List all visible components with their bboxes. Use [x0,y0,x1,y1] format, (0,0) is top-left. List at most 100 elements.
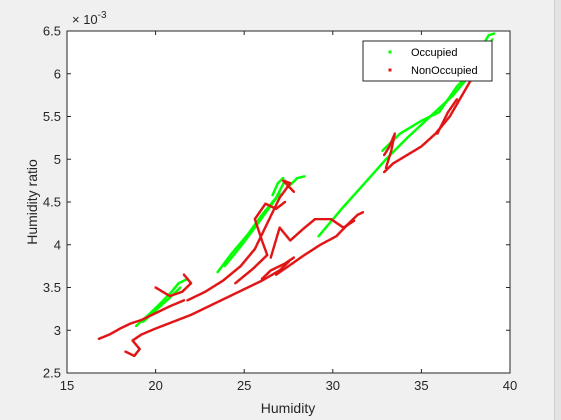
data-point [187,298,190,301]
data-point [180,317,183,320]
data-point [390,145,394,149]
data-point [389,141,393,145]
data-point [287,181,291,184]
data-point [168,305,171,308]
data-point [259,234,262,237]
data-point [329,238,332,241]
data-point [274,204,277,207]
data-point [179,281,182,284]
data-point [316,218,319,221]
data-point [391,144,394,147]
data-point [298,176,301,179]
data-point [201,291,205,294]
data-point [257,240,260,244]
data-point [167,322,170,325]
data-point [140,333,143,336]
data-point [300,175,304,179]
data-point [387,159,390,162]
data-point [158,326,161,329]
data-point [247,285,250,289]
data-point [267,219,270,223]
data-point [273,272,276,275]
data-point [159,325,162,328]
data-point [218,299,221,303]
data-point [267,275,270,278]
data-point [153,327,156,331]
data-point [282,176,285,180]
data-point [243,288,246,291]
data-point [179,286,182,289]
data-point [276,201,279,204]
data-point [212,303,215,306]
data-point [205,306,208,309]
data-point [426,116,430,119]
data-point [241,288,245,291]
data-point [259,235,262,239]
data-point [257,229,260,233]
data-point [125,351,128,354]
data-point [385,164,388,167]
data-point [276,233,279,236]
data-point [277,231,280,234]
data-point [328,218,331,221]
data-point [203,291,206,294]
data-point [199,308,203,312]
data-point [263,278,266,281]
data-point [101,336,104,339]
data-point [258,233,262,236]
data-point [436,111,440,114]
data-point [269,215,272,218]
data-point [326,239,329,243]
data-point [258,238,261,241]
data-point [321,218,324,221]
data-point [261,232,264,235]
data-point [233,292,236,296]
data-point [279,188,282,191]
data-point [386,161,389,165]
data-point [156,326,160,329]
data-point [270,214,273,217]
data-point [441,121,445,124]
data-point [149,329,152,332]
data-point [276,234,279,238]
data-point [180,300,183,303]
x-tick-label: 15 [60,378,74,393]
data-point [107,333,110,337]
data-point [274,240,277,244]
data-point [261,241,264,244]
data-point [171,304,174,307]
data-point [277,197,281,200]
data-point [388,145,391,148]
data-point [98,337,102,340]
data-point [263,247,267,251]
data-point [272,248,275,251]
window-edge [554,0,561,420]
data-point [248,285,251,288]
data-point [278,189,281,192]
y-tick-label: 4 [54,237,61,252]
data-point [313,218,317,221]
data-point [254,219,257,222]
data-point [393,134,396,138]
data-point [445,114,448,117]
y-axis-label: Humidity ratio [24,159,40,245]
data-point [193,312,196,315]
legend-label-nonoccupied: NonOccupied [411,65,478,77]
data-point [279,187,282,190]
data-point [229,294,233,297]
data-point [139,319,142,322]
data-point [276,232,279,235]
data-point [437,129,441,132]
data-point [176,301,180,304]
data-point [277,192,280,195]
data-point [169,294,172,297]
data-point [274,239,277,242]
data-marks [97,32,496,357]
data-point [148,329,151,333]
legend-label-occupied: Occupied [411,47,457,59]
data-point [264,250,268,253]
data-point [386,160,389,163]
data-point [197,293,200,297]
data-point [260,237,263,240]
